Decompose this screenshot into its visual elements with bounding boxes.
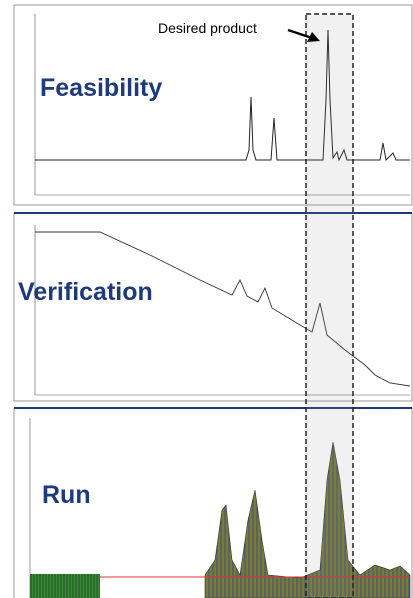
arrow-head [307, 32, 320, 42]
panel-feasibility: Feasibility [13, 4, 413, 206]
panel-label: Feasibility [40, 74, 162, 102]
arrow [287, 28, 313, 40]
annotation: Desired product [158, 20, 257, 36]
panel-verification: Verification [13, 212, 413, 402]
panel-label: Verification [18, 278, 153, 306]
highlight-window [305, 13, 354, 598]
panel-label: Run [42, 481, 91, 509]
panel-run: Run [13, 407, 413, 598]
